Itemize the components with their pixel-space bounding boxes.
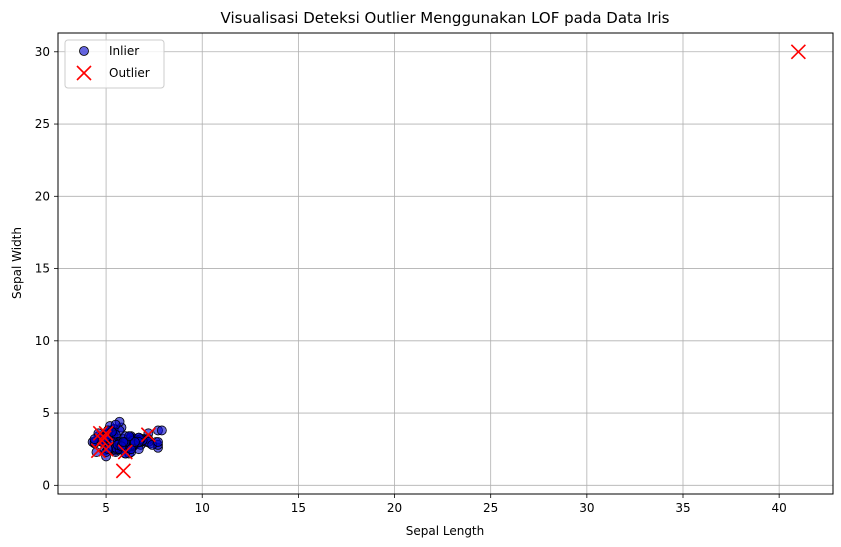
x-tick-label: 35 <box>675 501 690 515</box>
x-tick-label: 40 <box>772 501 787 515</box>
outlier-point <box>790 44 806 60</box>
plot-area-frame <box>57 32 834 495</box>
y-tick-label: 30 <box>35 45 50 59</box>
y-tick-label: 0 <box>42 478 50 492</box>
x-tick-label: 30 <box>579 501 594 515</box>
legend-outlier-label: Outlier <box>109 66 150 80</box>
y-tick-label: 10 <box>35 334 50 348</box>
y-axis-label: Sepal Width <box>10 227 24 299</box>
outlier-point <box>117 444 133 460</box>
inlier-point <box>130 437 140 447</box>
outlier-point <box>115 463 131 479</box>
x-axis-ticks: 5 10 15 20 25 30 35 40 <box>102 494 787 515</box>
y-tick-label: 25 <box>35 117 50 131</box>
legend-outlier-marker <box>76 65 92 81</box>
outlier-point <box>140 427 156 443</box>
legend-box <box>64 39 165 89</box>
inlier-point <box>153 437 163 447</box>
outlier-point <box>98 441 114 457</box>
x-tick-label: 5 <box>102 501 110 515</box>
outlier-points <box>90 44 806 479</box>
legend-inlier-label: Inlier <box>109 44 139 58</box>
y-tick-label: 5 <box>42 406 50 420</box>
inlier-point <box>156 425 167 436</box>
grid-lines <box>58 33 833 494</box>
x-tick-label: 15 <box>291 501 306 515</box>
y-tick-label: 20 <box>35 189 50 203</box>
x-tick-label: 25 <box>483 501 498 515</box>
inlier-point <box>118 437 129 447</box>
outlier-point <box>94 432 110 449</box>
chart-title: Visualisasi Deteksi Outlier Menggunakan … <box>221 9 670 27</box>
inlier-point <box>103 444 113 455</box>
x-tick-label: 10 <box>195 501 210 515</box>
y-tick-label: 15 <box>35 262 50 276</box>
outlier-point <box>98 425 114 441</box>
legend: Inlier Outlier <box>64 39 165 89</box>
inlier-point <box>124 431 135 442</box>
x-axis-label: Sepal Length <box>406 524 485 538</box>
y-axis-ticks: 0 5 10 15 20 25 30 <box>35 45 58 492</box>
legend-inlier-marker <box>79 46 89 56</box>
x-tick-label: 20 <box>387 501 402 515</box>
